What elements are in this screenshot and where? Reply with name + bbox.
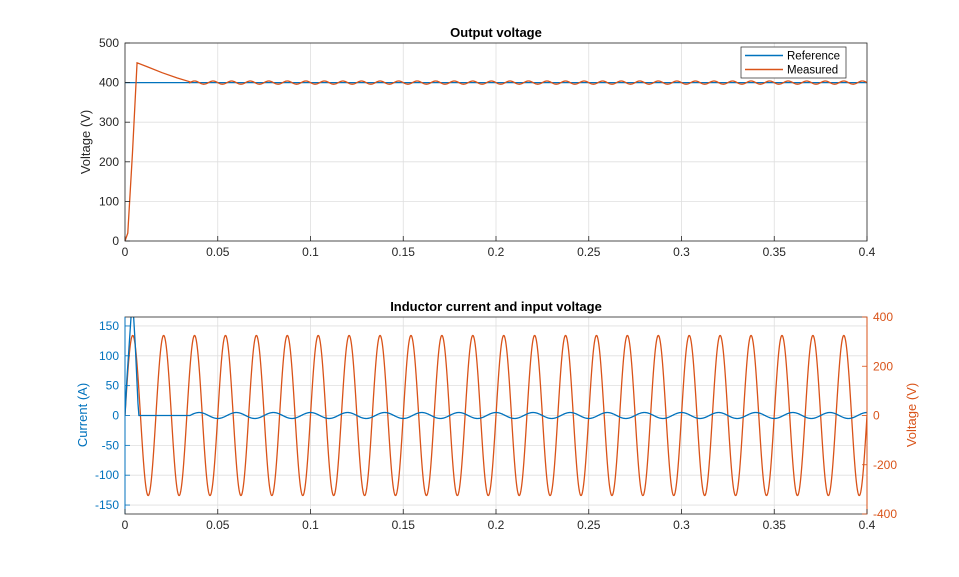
plot2-x-ticks: 0 0.05 0.1 0.15 0.2 0.25 0.3 0.35 0.4 (122, 509, 876, 532)
plot2-left-y-ticks: -150 -100 -50 0 50 100 150 (95, 319, 130, 512)
inductor-current-input-voltage-plot: 0 0.05 0.1 0.15 0.2 0.25 0.3 0.35 0.4 -150 -100 -5… (75, 299, 919, 532)
plot2-right-y-ticks: -400 -200 0 200 400 (862, 310, 897, 521)
plot2-right-y-axis-label: Voltage (V) (904, 383, 919, 447)
plot1-x-ticks: 0 0.05 0.1 0.15 0.2 0.25 0.3 0.35 0.4 (122, 236, 876, 259)
plot2-x-tick-label: 0.3 (673, 518, 690, 532)
plot2-right-tick-label: 200 (873, 359, 893, 373)
plot1-x-tick-label: 0.15 (392, 245, 416, 259)
plot2-left-y-axis-label: Current (A) (75, 383, 90, 447)
plot2-x-tick-label: 0.4 (859, 518, 876, 532)
plot2-x-tick-label: 0.1 (302, 518, 319, 532)
plot2-right-tick-label: 400 (873, 310, 893, 324)
plot1-y-axis-label: Voltage (V) (78, 110, 93, 174)
plot2-x-tick-label: 0.25 (577, 518, 601, 532)
plot1-title: Output voltage (450, 25, 542, 40)
plot2-right-tick-label: -200 (873, 458, 897, 472)
plot2-left-tick-label: 100 (99, 349, 119, 363)
plot1-x-tick-label: 0.35 (763, 245, 787, 259)
plot2-left-tick-label: -50 (102, 438, 120, 452)
plot1-x-tick-label: 0.05 (206, 245, 230, 259)
legend-reference-label: Reference (787, 51, 840, 63)
plot2-x-tick-label: 0 (122, 518, 129, 532)
plot2-right-tick-label: -400 (873, 507, 897, 521)
legend-measured-label: Measured (787, 65, 838, 77)
plot1-x-tick-label: 0.4 (859, 245, 876, 259)
plot1-y-tick-label: 400 (99, 76, 119, 90)
plot2-left-tick-label: -150 (95, 498, 119, 512)
plot2-x-tick-label: 0.05 (206, 518, 230, 532)
plot1-y-tick-label: 0 (112, 234, 119, 248)
input-voltage-line (125, 334, 867, 497)
plot1-x-tick-label: 0.25 (577, 245, 601, 259)
plot2-left-tick-label: 50 (106, 379, 120, 393)
plot1-x-tick-label: 0.3 (673, 245, 690, 259)
plot2-left-tick-label: -100 (95, 468, 119, 482)
plot1-y-tick-label: 200 (99, 155, 119, 169)
legend-box (740, 46, 847, 79)
plot2-right-tick-label: 0 (873, 409, 880, 423)
plot1-x-tick-label: 0 (122, 245, 129, 259)
output-voltage-plot: 0 0.05 0.1 0.15 0.2 0.25 0.3 0.35 0.4 0 100 200 300… (78, 25, 876, 259)
plot1-x-tick-label: 0.1 (302, 245, 319, 259)
plot1-y-tick-label: 100 (99, 194, 119, 208)
plot1-y-tick-label: 300 (99, 115, 119, 129)
plot2-title: Inductor current and input voltage (390, 299, 602, 314)
plot1-y-ticks: 0 100 200 300 400 500 (99, 36, 130, 248)
measured-series-line (125, 61, 867, 241)
plot2-left-tick-label: 150 (99, 319, 119, 333)
plot2-x-tick-label: 0.2 (488, 518, 505, 532)
plot2-left-tick-label: 0 (112, 409, 119, 423)
plot1-x-tick-label: 0.2 (488, 245, 505, 259)
plot2-x-tick-label: 0.15 (392, 518, 416, 532)
plot1-legend: Reference Measured (740, 46, 847, 79)
plot1-y-tick-label: 500 (99, 36, 119, 50)
plot2-x-tick-label: 0.35 (763, 518, 787, 532)
inductor-current-line (125, 317, 867, 420)
